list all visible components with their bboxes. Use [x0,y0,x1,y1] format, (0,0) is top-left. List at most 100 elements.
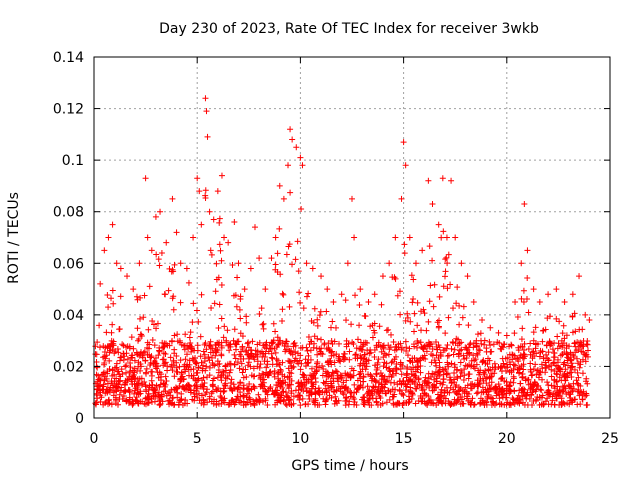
data-point [403,383,410,390]
data-point [144,339,151,346]
data-point [335,340,342,347]
data-point [545,349,552,356]
data-point [221,395,228,402]
data-point [378,375,385,382]
data-point [516,369,523,376]
data-point [417,363,424,370]
data-point [241,286,248,293]
data-point [543,342,550,349]
data-point [353,351,360,358]
data-point [122,388,129,395]
data-point [162,350,169,357]
data-point [212,288,219,295]
data-point [209,361,216,368]
data-point [254,341,261,348]
data-point [440,379,447,386]
data-point [178,390,185,397]
data-point [558,401,565,408]
data-point [454,397,461,404]
data-point [445,314,452,321]
data-point [409,378,416,385]
data-point [171,386,178,393]
data-point [177,299,184,306]
data-point [217,373,224,380]
data-point [215,341,222,348]
data-point [213,398,220,405]
data-point [504,382,511,389]
data-point [164,342,171,349]
data-point [561,359,568,366]
data-point [343,377,350,384]
x-tick-label: 25 [601,431,619,447]
y-tick-label: 0 [75,411,84,427]
data-point [155,391,162,398]
data-point [135,335,142,342]
data-point [406,377,413,384]
data-point [436,359,443,366]
data-point [335,378,342,385]
data-point [501,377,508,384]
data-point [583,341,590,348]
data-point [157,208,164,215]
data-point [432,338,439,345]
data-point [149,336,156,343]
data-point [286,348,293,355]
data-point [517,343,524,350]
data-point [457,359,464,366]
data-point [420,306,427,313]
data-point [577,389,584,396]
data-point [147,361,154,368]
data-point [141,292,148,299]
data-point [94,385,101,392]
data-point [448,177,455,184]
data-point [477,400,484,407]
data-point [245,355,252,362]
data-point [574,369,581,376]
data-point [113,397,120,404]
data-point [226,341,233,348]
data-point [289,136,296,143]
data-point [212,352,219,359]
data-point [279,339,286,346]
data-point [485,391,492,398]
data-point [470,344,477,351]
data-point [480,377,487,384]
data-point [208,305,215,312]
data-point [104,380,111,387]
data-point [406,345,413,352]
data-point [422,400,429,407]
data-point [356,301,363,308]
data-point [135,400,142,407]
data-point [451,388,458,395]
data-point [279,306,286,313]
data-point [429,346,436,353]
data-point [322,385,329,392]
data-point [247,347,254,354]
data-point [415,339,422,346]
data-point [388,359,395,366]
data-point [458,339,465,346]
data-point [155,256,162,263]
data-point [227,379,234,386]
data-point [227,341,234,348]
data-point [260,379,267,386]
data-point [408,395,415,402]
data-point [126,389,133,396]
data-point [438,234,445,241]
data-point [388,331,395,338]
data-point [429,200,436,207]
data-point [276,337,283,344]
data-point [527,366,534,373]
data-point [368,402,375,409]
data-point [446,374,453,381]
data-point [460,303,467,310]
data-point [517,352,524,359]
data-point [135,351,142,358]
data-point [308,376,315,383]
data-point [506,351,513,358]
data-point [583,402,590,409]
data-point [444,370,451,377]
data-point [525,376,532,383]
data-point [405,393,412,400]
